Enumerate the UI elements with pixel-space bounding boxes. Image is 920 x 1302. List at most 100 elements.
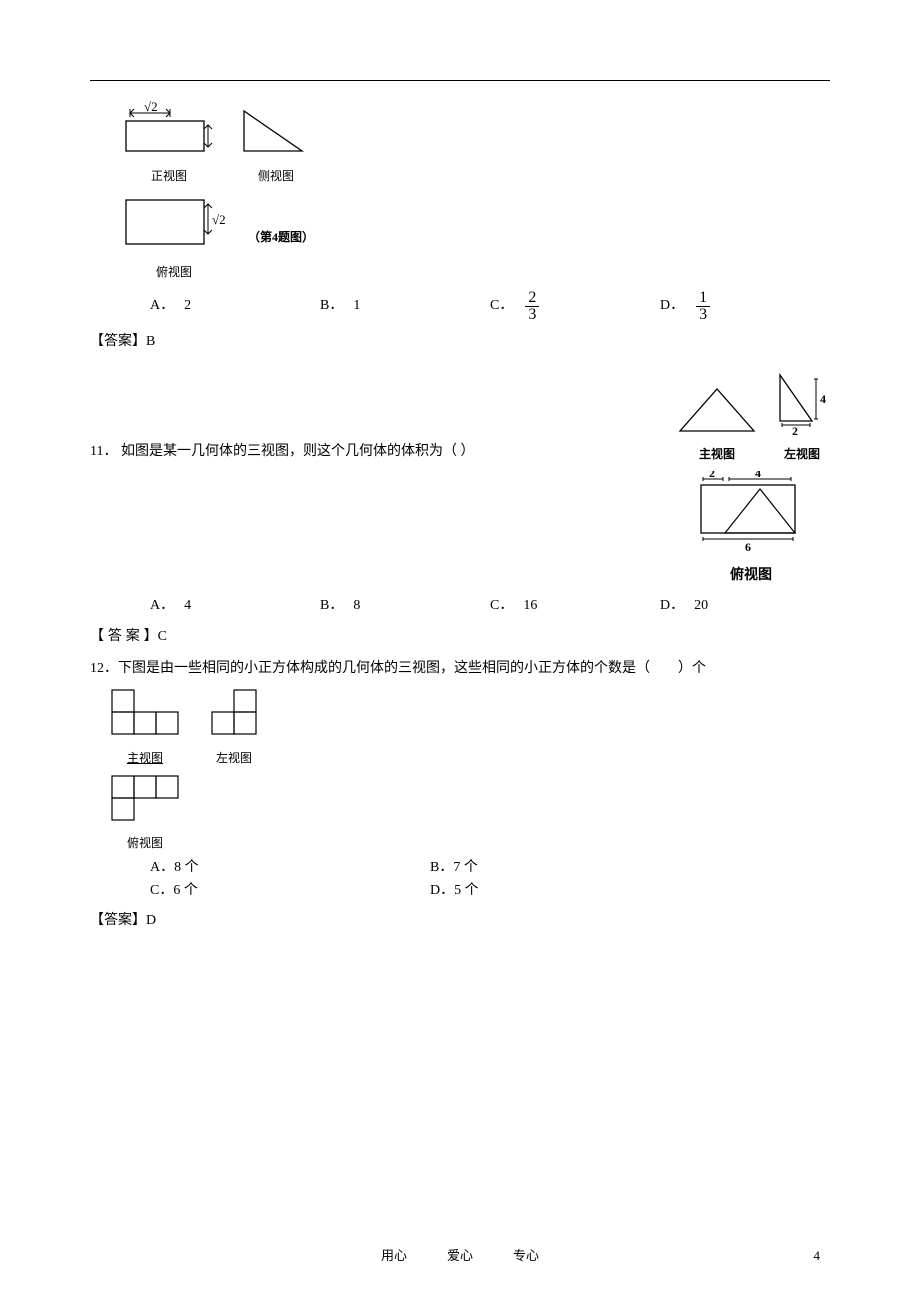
q11-opt-a-label: A． <box>150 595 174 617</box>
q11-answer-prefix: 【 答 案 】 <box>90 627 158 643</box>
top-rule <box>90 80 830 81</box>
q10-opt-b: B． 1 <box>320 295 490 317</box>
q12-left-view: 左视图 <box>210 688 258 767</box>
q11-opt-b-val: 8 <box>353 595 360 617</box>
q11-text-block: 11． 如图是某一几何体的三视图，则这个几何体的体积为（ ） <box>90 371 474 463</box>
q11-fu-lbl2: 2 <box>709 471 715 480</box>
q10-answer-prefix: 【答案】 <box>90 332 146 348</box>
q12-text: 下图是由一些相同的小正方体构成的几何体的三视图，这些相同的小正方体的个数是（ ）… <box>118 661 706 676</box>
q10-front-view: √2 正视图 <box>120 101 218 186</box>
footer-c1: 用心 <box>381 1246 407 1267</box>
q12-answer-prefix: 【答案】 <box>90 911 146 927</box>
q11-left-label: 左视图 <box>774 445 830 464</box>
q12-left-label: 左视图 <box>210 749 258 768</box>
q11-num: 11． <box>90 444 117 459</box>
q11-fu-lbl4: 4 <box>755 471 761 480</box>
q11-figures: 主视图 4 2 左视图 <box>672 371 830 587</box>
q11-lbl4: 4 <box>820 392 826 406</box>
q12-main-label: 主视图 <box>110 749 180 768</box>
q11-options: A． 4 B． 8 C． 16 D． 20 <box>150 595 830 617</box>
q12-options: A．8 个 C．6 个 B．7 个 D．5 个 <box>150 857 830 902</box>
q11-opt-c-label: C． <box>490 595 513 617</box>
q11-opt-d-val: 20 <box>694 595 708 617</box>
q12-fu-svg <box>110 774 180 824</box>
q10-answer: 【答案】B <box>90 329 830 353</box>
q10-opt-c-label: C． <box>490 295 513 317</box>
q12-stem: 12．下图是由一些相同的小正方体构成的几何体的三视图，这些相同的小正方体的个数是… <box>90 658 830 680</box>
q10-figrow-1: √2 正视图 侧视图 <box>120 101 830 186</box>
q10-top-svg: √2 <box>120 194 228 252</box>
q10-figure-block: √2 正视图 侧视图 √ <box>120 101 830 282</box>
q10-front-label: 正视图 <box>120 167 218 186</box>
q10-sqrt2-top: √2 <box>212 212 226 227</box>
q12-left-svg <box>210 688 258 738</box>
q11-opt-d-label: D． <box>660 595 684 617</box>
q11-answer: 【 答 案 】C <box>90 624 830 648</box>
footer-c2: 爱心 <box>447 1246 473 1267</box>
q11-answer-val: C <box>158 629 167 644</box>
q12-opt-b-val: 7 个 <box>453 860 478 875</box>
q12-opt-a-label: A． <box>150 860 174 875</box>
footer-c3: 专心 <box>513 1246 539 1267</box>
q10-opt-d-frac: 1 3 <box>696 290 710 323</box>
q10-opt-d: D． 1 3 <box>660 290 830 323</box>
q12-answer-val: D <box>146 913 156 928</box>
q11-main-view: 主视图 <box>672 383 762 464</box>
q10-opt-a-val: 2 <box>184 295 191 317</box>
q10-opt-c: C． 2 3 <box>490 290 660 323</box>
q10-side-view: 侧视图 <box>238 101 314 186</box>
footer: 用心 爱心 专心 4 <box>0 1246 920 1267</box>
q10-opt-c-frac: 2 3 <box>525 290 539 323</box>
q10-options: A． 2 B． 1 C． 2 3 D． 1 3 <box>150 290 830 323</box>
q10-opt-d-den: 3 <box>696 307 710 323</box>
q12-fu-label: 俯视图 <box>110 834 180 853</box>
q12-optcol2: B．7 个 D．5 个 <box>430 857 479 902</box>
footer-page: 4 <box>814 1246 821 1267</box>
q11-opt-d: D． 20 <box>660 595 830 617</box>
q12-main-view: 主视图 <box>110 688 180 767</box>
q10-opt-a-label: A． <box>150 295 174 317</box>
q11-row: 11． 如图是某一几何体的三视图，则这个几何体的体积为（ ） 主视图 <box>90 371 830 587</box>
q11-left-svg: 4 2 <box>774 371 830 435</box>
q10-fig-caption: （第4题图） <box>248 228 314 247</box>
q10-opt-d-num: 1 <box>696 290 710 307</box>
q12-figrow-1: 主视图 左视图 <box>110 688 830 767</box>
q11-opt-a: A． 4 <box>150 595 320 617</box>
q10-figrow-2: √2 俯视图 （第4题图） <box>120 194 830 281</box>
q10-front-svg: √2 <box>120 101 218 157</box>
q10-side-svg <box>238 101 314 157</box>
page-content: √2 正视图 侧视图 √ <box>90 80 830 932</box>
q11-opt-a-val: 4 <box>184 595 191 617</box>
q12-opt-c-label: C． <box>150 883 173 898</box>
q10-opt-b-label: B． <box>320 295 343 317</box>
q12-opt-d-val: 5 个 <box>454 883 479 898</box>
q12-opt-c-val: 6 个 <box>173 883 198 898</box>
q10-side-label: 侧视图 <box>238 167 314 186</box>
q11-text: 如图是某一几何体的三视图，则这个几何体的体积为（ ） <box>121 444 475 459</box>
q10-opt-a: A． 2 <box>150 295 320 317</box>
q12-opt-d: D．5 个 <box>430 880 479 902</box>
q12-fu-view: 俯视图 <box>110 774 180 853</box>
q10-answer-val: B <box>146 334 155 349</box>
q12-answer: 【答案】D <box>90 908 830 932</box>
q12-opt-c: C．6 个 <box>150 880 430 902</box>
q12: 12．下图是由一些相同的小正方体构成的几何体的三视图，这些相同的小正方体的个数是… <box>90 658 830 932</box>
q11-main-label: 主视图 <box>672 445 762 464</box>
q10-opt-d-label: D． <box>660 295 684 317</box>
q12-opt-b-label: B． <box>430 860 453 875</box>
q11-left-view: 4 2 左视图 <box>774 371 830 464</box>
q11-lbl2: 2 <box>792 424 798 435</box>
q12-opt-d-label: D． <box>430 883 454 898</box>
q12-num: 12． <box>90 661 118 676</box>
q12-opt-b: B．7 个 <box>430 857 479 879</box>
q11-main-svg <box>672 383 762 435</box>
q12-opt-a: A．8 个 <box>150 857 430 879</box>
q12-opt-a-val: 8 个 <box>174 860 199 875</box>
q11-opt-b: B． 8 <box>320 595 490 617</box>
q11-fu-lbl6: 6 <box>745 540 751 553</box>
q10-sqrt2-front: √2 <box>144 101 158 114</box>
q10-opt-b-val: 1 <box>353 295 360 317</box>
q10-top-label: 俯视图 <box>120 263 228 282</box>
q10-top-view: √2 俯视图 <box>120 194 228 281</box>
q11-opt-b-label: B． <box>320 595 343 617</box>
